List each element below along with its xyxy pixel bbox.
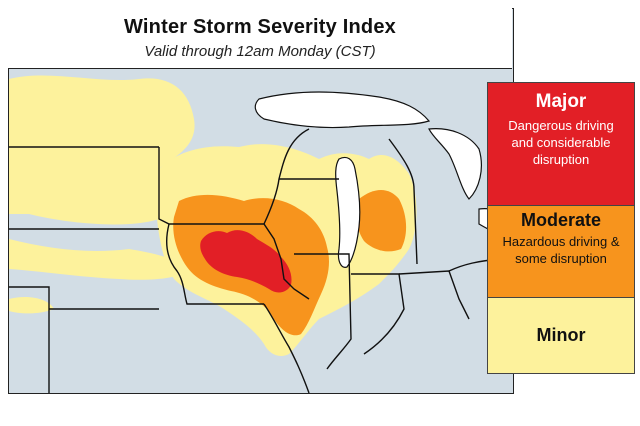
legend-major-label: Major [535,91,587,112]
legend-moderate: Moderate Hazardous driving & some disrup… [488,205,634,297]
major-impact-areas [200,230,292,293]
legend-minor: Minor [488,297,634,373]
map-subtitle: Valid through 12am Monday (CST) [144,43,376,60]
legend-minor-label: Minor [536,325,586,345]
legend-major-description: Dangerous driving and considerable disru… [508,118,614,167]
legend-major: Major Dangerous driving and considerable… [488,83,634,205]
severity-map [9,9,513,393]
legend-moderate-label: Moderate [520,210,601,230]
state-borders [9,128,500,393]
legend-moderate-description: Hazardous driving & some disruption [502,234,620,266]
map-panel [8,8,514,394]
map-title: Winter Storm Severity Index [124,16,396,38]
legend: Major Dangerous driving and considerable… [487,82,635,374]
title-box: Winter Storm Severity Index Valid throug… [8,8,512,69]
